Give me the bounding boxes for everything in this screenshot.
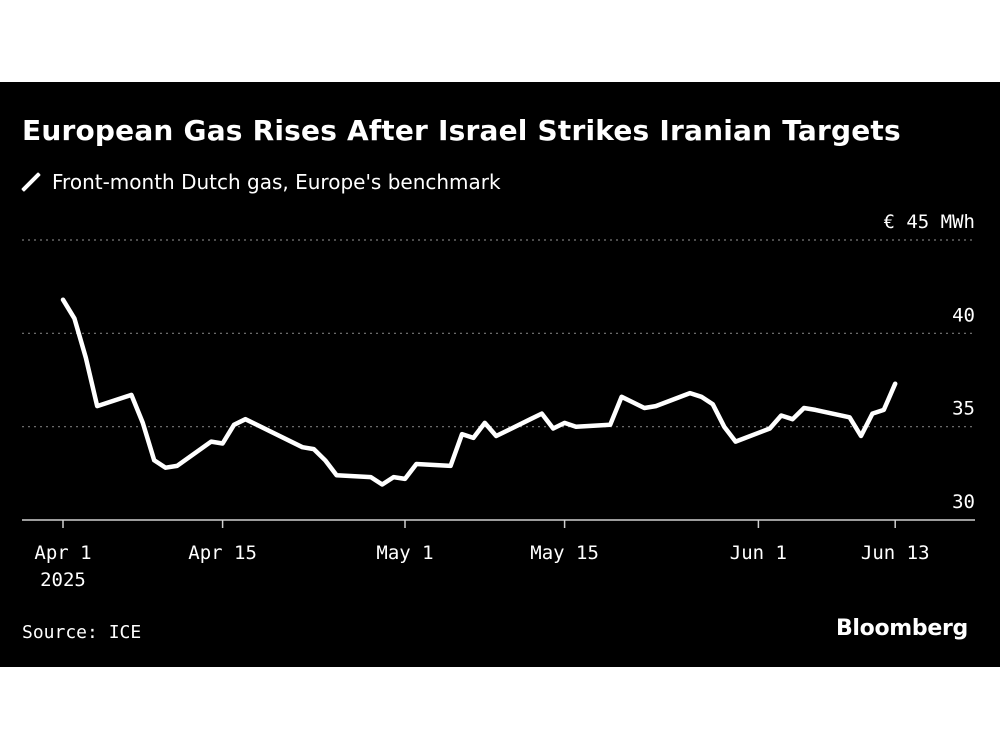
data-point (232, 423, 236, 427)
data-point (312, 447, 316, 451)
source-note: Source: ICE (22, 622, 142, 643)
data-point (84, 356, 88, 360)
y-tick-label-40: 40 (952, 304, 975, 326)
data-point (300, 445, 304, 449)
data-point (471, 436, 475, 440)
data-point (380, 483, 384, 487)
data-point (460, 432, 464, 436)
data-point (893, 382, 897, 386)
x-tick-label-2: May 1 (376, 542, 433, 564)
data-point (870, 412, 874, 416)
data-point (699, 395, 703, 399)
data-point (323, 458, 327, 462)
x-tick-label-1: Apr 15 (188, 542, 257, 564)
data-point (882, 408, 886, 412)
data-point (631, 400, 635, 404)
data-point (152, 458, 156, 462)
data-point (642, 406, 646, 410)
y-tick-label-45: € 45 MWh (883, 211, 975, 233)
data-point (175, 464, 179, 468)
data-point (791, 417, 795, 421)
x-tick-sublabel-0: 2025 (40, 569, 86, 591)
data-point (563, 421, 567, 425)
data-point (859, 434, 863, 438)
data-point (164, 466, 168, 470)
x-tick-label-0: Apr 1 (34, 542, 91, 564)
data-point (72, 316, 76, 320)
chart-title: European Gas Rises After Israel Strikes … (22, 114, 901, 147)
data-point (654, 404, 658, 408)
x-tick-label-4: Jun 1 (730, 542, 787, 564)
data-point (722, 425, 726, 429)
data-point (129, 393, 133, 397)
data-point (608, 423, 612, 427)
legend-label: Front-month Dutch gas, Europe's benchmar… (52, 170, 501, 194)
data-point (528, 417, 532, 421)
data-point (711, 402, 715, 406)
data-point (483, 421, 487, 425)
data-point (95, 404, 99, 408)
data-point (209, 440, 213, 444)
data-point (848, 415, 852, 419)
data-point (802, 406, 806, 410)
data-point (574, 425, 578, 429)
data-point (620, 395, 624, 399)
data-point (392, 475, 396, 479)
bloomberg-logo: Bloomberg (835, 616, 968, 641)
data-point (813, 408, 817, 412)
data-point (494, 434, 498, 438)
series-line-0 (60, 297, 898, 487)
data-point (221, 442, 225, 446)
data-point (688, 391, 692, 395)
data-point (243, 417, 247, 421)
data-point (551, 427, 555, 431)
data-point (734, 440, 738, 444)
legend-item: Front-month Dutch gas, Europe's benchmar… (22, 170, 501, 194)
x-tick-label-5: Jun 13 (861, 542, 930, 564)
data-point (61, 298, 65, 302)
y-tick-label-35: 35 (952, 398, 975, 420)
x-tick-label-3: May 15 (530, 542, 599, 564)
data-point (449, 464, 453, 468)
data-point (369, 475, 373, 479)
data-point (768, 427, 772, 431)
data-point (141, 421, 145, 425)
chart-panel (0, 82, 1000, 667)
data-point (414, 462, 418, 466)
y-tick-label-30: 30 (952, 491, 975, 513)
data-point (779, 414, 783, 418)
data-point (403, 477, 407, 481)
data-point (335, 473, 339, 477)
data-point (540, 412, 544, 416)
